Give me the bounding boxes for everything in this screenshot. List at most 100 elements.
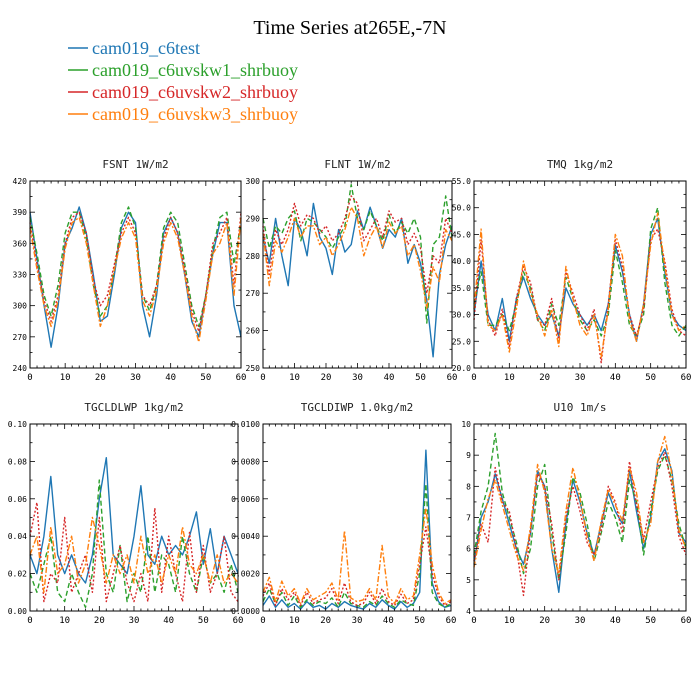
panel-title: TMQ 1kg/m2 xyxy=(547,158,613,171)
x-tick-label: 60 xyxy=(681,373,692,383)
x-tick-label: 40 xyxy=(383,616,394,626)
x-tick-label: 10 xyxy=(59,616,70,626)
y-tick-label: 270 xyxy=(246,289,261,298)
series-line-2 xyxy=(29,479,239,608)
series-line-2 xyxy=(262,483,452,608)
x-tick-label: 0 xyxy=(471,616,476,626)
series-line-4 xyxy=(262,507,452,605)
x-tick-label: 50 xyxy=(645,373,656,383)
panels: FSNT 1W/m20 10 20 30 40 50 6024027030033036039… xyxy=(8,158,692,626)
y-tick-label: 35.0 xyxy=(452,284,471,293)
y-tick-label: 9 xyxy=(466,451,471,460)
y-tick-label: 0.0060 xyxy=(231,495,260,504)
panel-1: FSNT 1W/m2 0 10 20 30 40 50 60 240 270 300 330 360 39… xyxy=(13,158,247,383)
y-tick-label: 0.00 xyxy=(8,607,27,616)
x-tick-label: 50 xyxy=(414,616,425,626)
series-line-3 xyxy=(473,451,687,597)
y-tick-label: 25.0 xyxy=(452,337,471,346)
y-tick-label: 0.06 xyxy=(8,495,27,504)
x-tick-label: 30 xyxy=(575,616,586,626)
legend-label-4: cam019_c6uvskw3_shrbuoy xyxy=(92,104,298,124)
y-tick-label: 10 xyxy=(461,420,471,429)
x-tick-label: 50 xyxy=(645,616,656,626)
y-tick-label: 0.0020 xyxy=(231,570,260,579)
legend-label-2: cam019_c6uvskw1_shrbuoy xyxy=(92,60,298,80)
x-tick-label: 10 xyxy=(504,373,515,383)
x-tick-label: 30 xyxy=(575,373,586,383)
y-tick-label: 0.08 xyxy=(8,457,27,466)
y-tick-label: 0.0080 xyxy=(231,457,260,466)
y-tick-label: 0.0000 xyxy=(231,607,260,616)
y-tick-label: 290 xyxy=(246,214,261,223)
x-tick-label: 60 xyxy=(446,616,457,626)
y-tick-label: 390 xyxy=(13,208,28,217)
x-tick-label: 10 xyxy=(60,373,71,383)
x-tick-label: 20 xyxy=(539,373,550,383)
x-tick-label: 30 xyxy=(130,373,141,383)
y-tick-label: 55.0 xyxy=(452,177,471,186)
panel-4: TGCLDLWP 1kg/m2 0 10 20 30 40 50 60 0.00 0.02 0.04… xyxy=(8,401,244,626)
series-line-3 xyxy=(29,501,239,603)
x-tick-label: 40 xyxy=(384,373,395,383)
x-tick-label: 30 xyxy=(352,373,363,383)
panel-title: U10 1m/s xyxy=(554,401,607,414)
series-line-4 xyxy=(29,216,242,343)
series-line-4 xyxy=(473,212,687,358)
x-tick-label: 50 xyxy=(198,616,209,626)
x-tick-label: 30 xyxy=(129,616,140,626)
y-tick-label: 50.0 xyxy=(452,204,471,213)
x-tick-label: 60 xyxy=(447,373,458,383)
legend: cam019_c6test cam019_c6uvskw1_shrbuoy ca… xyxy=(68,38,298,124)
panel-title: TGCLDLWP 1kg/m2 xyxy=(84,401,183,414)
y-tick-label: 250 xyxy=(246,364,261,373)
y-tick-label: 0.0100 xyxy=(231,420,260,429)
y-tick-label: 420 xyxy=(13,177,28,186)
legend-label-1: cam019_c6test xyxy=(92,38,200,58)
y-tick-label: 6 xyxy=(466,545,471,554)
x-tick-label: 50 xyxy=(415,373,426,383)
x-tick-label: 40 xyxy=(165,373,176,383)
series-line-1 xyxy=(29,457,239,584)
panel-2: FLNT 1W/m2 0 10 20 30 40 50 60 250 260 270 280 290 30… xyxy=(246,158,458,383)
series-line-1 xyxy=(473,448,687,593)
x-tick-label: 20 xyxy=(539,616,550,626)
x-tick-label: 0 xyxy=(27,373,32,383)
y-tick-label: 4 xyxy=(466,607,471,616)
series-line-2 xyxy=(473,432,687,581)
x-tick-label: 0 xyxy=(260,373,265,383)
y-tick-label: 5 xyxy=(466,576,471,585)
panel-title: FSNT 1W/m2 xyxy=(102,158,168,171)
y-tick-label: 300 xyxy=(13,302,28,311)
x-tick-label: 60 xyxy=(236,373,247,383)
x-tick-label: 10 xyxy=(289,373,300,383)
series-line-2 xyxy=(473,206,687,337)
x-tick-label: 40 xyxy=(163,616,174,626)
panel-6: U10 1m/s 0 10 20 30 40 50 60 4 5 6 7 8 9 10 xyxy=(461,401,691,626)
x-tick-label: 0 xyxy=(260,616,265,626)
panel-3: TMQ 1kg/m2 0 10 20 30 40 50 60 20.0 25.0 30.0 35.0 4… xyxy=(452,158,692,383)
y-tick-label: 0.02 xyxy=(8,570,27,579)
x-tick-label: 0 xyxy=(471,373,476,383)
series-line-3 xyxy=(473,228,687,364)
x-tick-label: 10 xyxy=(504,616,515,626)
y-tick-label: 20.0 xyxy=(452,364,471,373)
y-tick-label: 270 xyxy=(13,333,28,342)
panel-title: TGCLDIWP 1.0kg/m2 xyxy=(301,401,414,414)
y-tick-label: 0.04 xyxy=(8,532,27,541)
y-tick-label: 260 xyxy=(246,327,261,336)
y-tick-label: 45.0 xyxy=(452,230,471,239)
x-tick-label: 40 xyxy=(610,616,621,626)
x-tick-label: 50 xyxy=(200,373,211,383)
y-tick-label: 240 xyxy=(13,364,28,373)
x-tick-label: 10 xyxy=(289,616,300,626)
x-tick-label: 30 xyxy=(352,616,363,626)
panel-5: TGCLDIWP 1.0kg/m20 10 20 30 40 50 600.00000.00… xyxy=(231,401,456,626)
series-line-4 xyxy=(473,435,687,575)
y-tick-label: 7 xyxy=(466,514,471,523)
y-tick-label: 280 xyxy=(246,252,261,261)
x-tick-label: 0 xyxy=(27,616,32,626)
y-tick-label: 300 xyxy=(246,177,261,186)
y-tick-label: 0.10 xyxy=(8,420,27,429)
figure-title: Time Series at265E,-7N xyxy=(253,17,446,39)
